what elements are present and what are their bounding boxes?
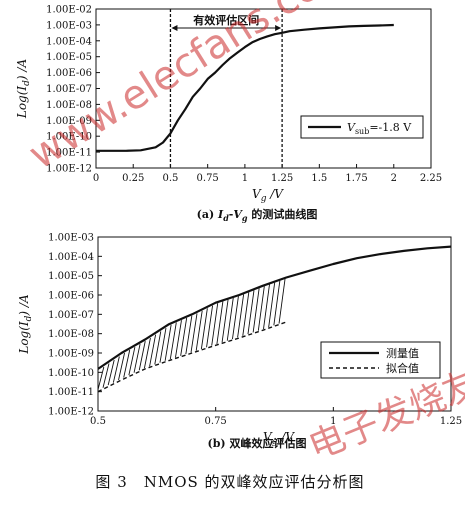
x-tick-label: 0 [93, 173, 99, 184]
series-line-fitted [98, 321, 287, 393]
hatch-line [252, 288, 260, 333]
hatch-line [221, 299, 229, 343]
plot-frame-b [97, 236, 452, 412]
hatch-line [237, 294, 245, 338]
y-tick-label: 1.00E-09 [48, 349, 94, 360]
x-tick-label: 0.75 [205, 416, 227, 427]
y-tick-label: 1.00E-07 [46, 84, 92, 95]
x-tick-label: 1 [330, 416, 336, 427]
hatch-line [185, 315, 193, 355]
hatch-line [195, 310, 203, 351]
hatch-line [107, 359, 115, 386]
y-tick-label: 1.00E-04 [46, 36, 92, 47]
x-tick-label: 0.5 [90, 416, 106, 427]
hatch-line [211, 303, 219, 346]
hatch-line [143, 337, 151, 369]
legend-label-fitted: 拟合值 [386, 361, 419, 375]
y-tick-label: 1.00E-08 [48, 329, 94, 340]
hatch-line [175, 320, 182, 358]
hatch-line [112, 356, 120, 383]
hatch-line [169, 322, 177, 360]
chart-a-caption: (a) Id-Vg 的测试曲线图 [197, 207, 318, 223]
y-tick-label: 1.00E-05 [46, 52, 92, 63]
hatch-line [180, 317, 188, 356]
hatch-line [133, 343, 141, 373]
annotation-label: 有效评估区间 [193, 13, 259, 27]
hatch-line [226, 297, 234, 341]
hatch-line [273, 280, 281, 326]
y-tick-label: 1.00E-03 [46, 20, 92, 31]
x-tick-label: 1.5 [311, 173, 327, 184]
hatch-line [159, 327, 167, 363]
y-tick-label: 1.00E-05 [48, 271, 94, 282]
series-line-vsub [96, 23, 394, 152]
chart-b: 1.00E-12 1.00E-11 1.00E-10 1.00E-09 1.00E-08… [17, 233, 462, 448]
y-tick-label: 1.00E-12 [48, 407, 94, 418]
x-tick-label: 0.75 [197, 173, 219, 184]
hatch-line [154, 331, 162, 365]
hatch-line [263, 284, 270, 330]
plot-area-b [98, 245, 451, 393]
y-axis-label: Log(Id) /A [15, 59, 32, 120]
legend-box-b [320, 341, 441, 379]
legend-label: Vsub=-1.8 V [347, 121, 412, 136]
y-tick-label: 1.00E-11 [46, 148, 92, 159]
hatch-line [128, 346, 136, 376]
hatch-line [118, 352, 125, 381]
hatch-line [278, 278, 286, 324]
legend-label-measured: 测量值 [386, 347, 419, 360]
x-tick-label: 1.25 [271, 173, 293, 184]
x-tick-label: 2 [391, 173, 397, 184]
x-tick-label: 1.25 [440, 416, 462, 427]
hatch-line [242, 292, 250, 336]
hatch-line [190, 313, 198, 353]
y-tick-label: 1.00E-12 [46, 164, 92, 175]
hatch-line [257, 286, 265, 331]
y-tick-label: 1.00E-09 [46, 116, 92, 127]
y-tick-label: 1.00E-06 [46, 68, 92, 79]
hatch-line [123, 349, 131, 378]
hatch-line [200, 308, 208, 350]
hatch-line [164, 324, 172, 361]
x-axis-label: Vg /V [252, 187, 284, 204]
legend-box [300, 115, 424, 139]
y-tick-label: 1.00E-02 [46, 5, 92, 16]
plot-area-a: 有效评估区间 [96, 9, 394, 168]
hatch-line [216, 301, 224, 345]
y-tick-label: 1.00E-07 [48, 310, 94, 321]
hatch-line [98, 366, 105, 391]
x-tick-label: 2.25 [420, 173, 442, 184]
y-tick-label: 1.00E-03 [48, 233, 94, 244]
annotation-arrow-left [171, 25, 178, 31]
hatch-line [149, 334, 157, 367]
x-tick-label: 1.75 [345, 173, 367, 184]
y-tick-label: 1.00E-10 [46, 132, 92, 143]
watermark-brand: 电子发烧友 [303, 363, 465, 468]
figure-caption: 图 3 NMOS 的双峰效应评估分析图 [95, 473, 364, 491]
x-tick-label: 0.5 [162, 173, 178, 184]
x-tick-label: 1 [242, 173, 248, 184]
x-axis-label: Vg /V [263, 430, 295, 447]
y-tick-label: 1.00E-11 [48, 387, 94, 398]
y-axis-label: Log(Id) /A [17, 294, 34, 355]
hatch-line [231, 296, 239, 340]
y-tick-label: 1.00E-04 [48, 252, 94, 263]
x-tick-label: 0.25 [122, 173, 144, 184]
y-tick-label: 1.00E-10 [48, 368, 94, 379]
annotation-arrow-right [275, 25, 282, 31]
chart-a: 1.00E-12 1.00E-11 1.00E-10 1.00E-09 1.00E-08… [15, 5, 442, 205]
hatch-line [138, 341, 146, 371]
series-line-measured [98, 245, 451, 370]
y-tick-label: 1.00E-08 [46, 100, 92, 111]
hatch-line [247, 290, 255, 335]
chart-b-caption: (b) 双峰效应评估图 [208, 436, 307, 450]
hatch-line [268, 282, 276, 328]
y-tick-label: 1.00E-06 [48, 291, 94, 302]
hatch-line [102, 363, 110, 388]
hatch-line [206, 305, 213, 348]
